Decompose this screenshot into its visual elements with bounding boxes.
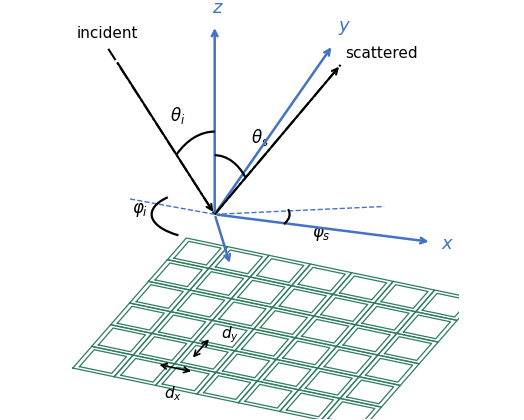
Text: $\varphi_i$: $\varphi_i$ — [132, 202, 148, 219]
Text: x: x — [441, 235, 452, 253]
Text: $\varphi_s$: $\varphi_s$ — [312, 225, 331, 243]
Text: scattered: scattered — [345, 46, 418, 60]
Text: $d_y$: $d_y$ — [221, 325, 239, 345]
Text: y: y — [339, 17, 350, 35]
Text: incident: incident — [77, 26, 138, 41]
Text: $\theta_s$: $\theta_s$ — [251, 127, 269, 148]
Text: $d_x$: $d_x$ — [165, 384, 182, 402]
Text: z: z — [212, 0, 222, 17]
Text: $\theta_i$: $\theta_i$ — [170, 105, 185, 126]
